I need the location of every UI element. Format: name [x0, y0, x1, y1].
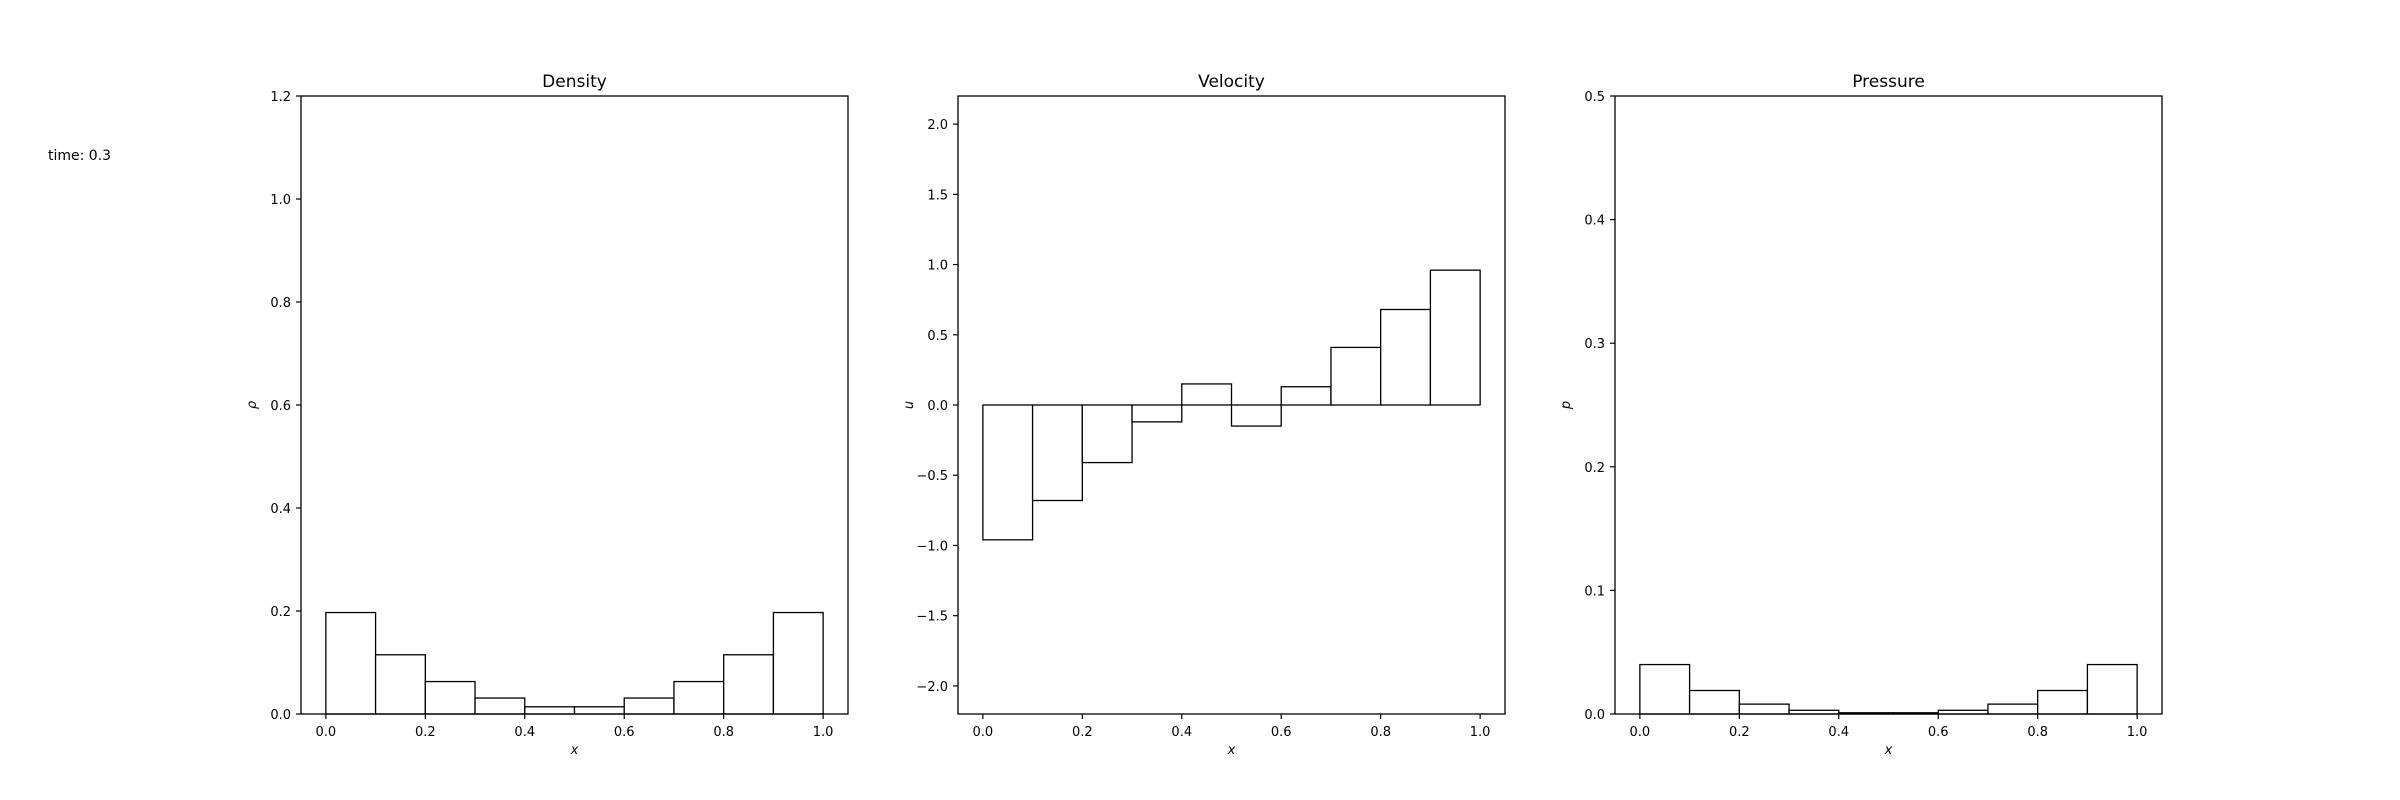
velocity-bar-4	[1181, 383, 1233, 406]
pressure-xtick-label-2: 0.4	[1828, 725, 1849, 740]
density-ytick-label-2: 0.4	[270, 502, 291, 517]
density-bar-9	[772, 611, 824, 715]
pressure-panel: 0.0 0.2 0.4 0.6 0.8 1.0 0.0 0.1 0.2 0.3 0.4 0.5 Pres…	[1559, 72, 2163, 758]
velocity-ytick-label-4: 0.0	[927, 399, 948, 414]
density-bar-4	[524, 706, 576, 715]
velocity-ytick-label-1: −1.5	[916, 610, 948, 625]
density-xlabel: x	[570, 743, 579, 758]
density-ytick-label-5: 1.0	[270, 193, 291, 208]
pressure-xlabel: x	[1884, 743, 1893, 758]
velocity-xtick-label-1: 0.2	[1072, 725, 1093, 740]
velocity-ytick-label-5: 0.5	[927, 329, 948, 344]
velocity-bar-7	[1330, 346, 1382, 406]
density-ylabel: ρ	[245, 400, 260, 409]
velocity-ytick-label-7: 1.5	[927, 188, 948, 203]
density-bar-3	[474, 697, 526, 715]
pressure-xtick-label-1: 0.2	[1729, 725, 1750, 740]
velocity-bar-1	[1031, 404, 1083, 502]
velocity-ylabel: u	[902, 401, 917, 409]
velocity-title: Velocity	[1198, 72, 1265, 92]
pressure-xtick-label-4: 0.8	[2027, 725, 2048, 740]
density-xtick-label-1: 0.2	[415, 725, 436, 740]
pressure-bar-8	[2037, 689, 2089, 715]
velocity-bar-8	[1380, 308, 1432, 406]
density-xtick-label-4: 0.8	[713, 725, 734, 740]
velocity-ytick-label-8: 2.0	[927, 118, 948, 133]
velocity-ytick-label-3: −0.5	[916, 469, 948, 484]
density-panel: 0.0 0.2 0.4 0.6 0.8 1.0 0.0 0.2 0.4 0.6 0.8 1.0 1.2 D…	[245, 72, 849, 758]
density-ytick-label-4: 0.8	[270, 296, 291, 311]
velocity-ytick-label-6: 1.0	[927, 259, 948, 274]
density-bar-8	[723, 654, 775, 715]
velocity-ytick-label-0: −2.0	[916, 680, 948, 695]
density-bar-2	[424, 680, 476, 715]
density-xtick-label-0: 0.0	[316, 725, 337, 740]
density-ytick-label-6: 1.2	[270, 90, 291, 105]
pressure-bar-2	[1738, 703, 1790, 715]
pressure-xtick-label-3: 0.6	[1928, 725, 1949, 740]
pressure-ylabel: p	[1559, 401, 1574, 410]
density-bar-6	[623, 697, 675, 715]
density-ytick-label-1: 0.2	[270, 605, 291, 620]
velocity-xlabel: x	[1227, 743, 1236, 758]
pressure-bar-9	[2086, 663, 2138, 715]
pressure-ytick-label-1: 0.1	[1584, 584, 1605, 599]
velocity-panel: 0.0 0.2 0.4 0.6 0.8 1.0 −2.0 −1.5 −1.0 −0.5 0.0 0.5…	[902, 72, 1506, 758]
density-bar-0	[325, 611, 377, 715]
velocity-bar-2	[1081, 404, 1133, 464]
pressure-bar-1	[1688, 689, 1740, 715]
density-xtick-label-3: 0.6	[614, 725, 635, 740]
velocity-xtick-label-5: 1.0	[1470, 725, 1491, 740]
pressure-ytick-label-2: 0.2	[1584, 461, 1605, 476]
density-axes-frame	[300, 95, 849, 715]
velocity-bar-3	[1131, 404, 1183, 423]
pressure-bar-7	[1987, 703, 2039, 715]
pressure-xtick-label-5: 1.0	[2127, 725, 2148, 740]
density-bar-1	[374, 654, 426, 715]
velocity-bar-0	[982, 404, 1034, 541]
velocity-xtick-label-4: 0.8	[1370, 725, 1391, 740]
density-ytick-label-0: 0.0	[270, 708, 291, 723]
pressure-xtick-label-0: 0.0	[1630, 725, 1651, 740]
density-bar-7	[673, 680, 725, 715]
pressure-ytick-label-3: 0.3	[1584, 337, 1605, 352]
velocity-bar-6	[1280, 386, 1332, 406]
time-annotation: time: 0.3	[48, 148, 111, 164]
density-bar-5	[573, 706, 625, 715]
velocity-bar-5	[1230, 404, 1282, 427]
density-ytick-label-3: 0.6	[270, 399, 291, 414]
pressure-ytick-label-5: 0.5	[1584, 90, 1605, 105]
pressure-axes-frame	[1614, 95, 2163, 715]
pressure-bar-0	[1639, 663, 1691, 715]
pressure-ytick-label-0: 0.0	[1584, 708, 1605, 723]
velocity-xtick-label-3: 0.6	[1271, 725, 1292, 740]
density-xtick-label-2: 0.4	[514, 725, 535, 740]
velocity-ytick-label-2: −1.0	[916, 539, 948, 554]
velocity-xtick-label-2: 0.4	[1171, 725, 1192, 740]
density-xtick-label-5: 1.0	[813, 725, 834, 740]
pressure-ytick-label-4: 0.4	[1584, 214, 1605, 229]
pressure-title: Pressure	[1852, 72, 1925, 92]
velocity-bar-9	[1429, 269, 1481, 406]
velocity-xtick-label-0: 0.0	[973, 725, 994, 740]
density-title: Density	[542, 72, 607, 92]
